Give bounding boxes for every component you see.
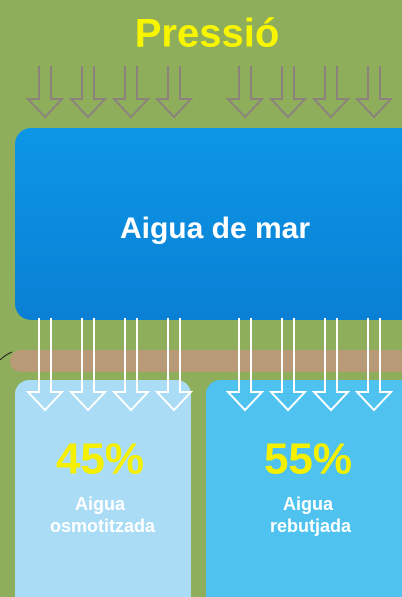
arrow — [354, 66, 394, 119]
reject-label: Aigua rebutjada — [265, 494, 352, 536]
arrow — [111, 318, 151, 412]
permeate-percent: 45% — [56, 435, 144, 484]
arrow — [68, 318, 108, 412]
membrane-edge — [0, 351, 13, 361]
permeate-box — [15, 380, 191, 597]
seawater-label: Aigua de mar — [120, 212, 310, 245]
arrow — [68, 66, 108, 119]
reject-box — [206, 380, 402, 597]
seawater-box — [15, 128, 402, 320]
arrow — [268, 318, 308, 412]
arrow — [111, 66, 151, 119]
membrane — [10, 350, 402, 372]
arrow — [311, 66, 351, 119]
permeate-label: Aigua osmotitzada — [45, 494, 156, 536]
title: Pressió — [135, 12, 280, 56]
arrow — [154, 318, 194, 412]
reject-percent: 55% — [264, 435, 352, 484]
arrow — [25, 66, 65, 119]
arrow — [354, 318, 394, 412]
arrow — [268, 66, 308, 119]
arrow — [225, 66, 265, 119]
flow-arrows — [25, 318, 394, 412]
arrow — [154, 66, 194, 119]
pressure-arrows — [25, 66, 394, 119]
arrow — [25, 318, 65, 412]
arrow — [225, 318, 265, 412]
arrow — [311, 318, 351, 412]
